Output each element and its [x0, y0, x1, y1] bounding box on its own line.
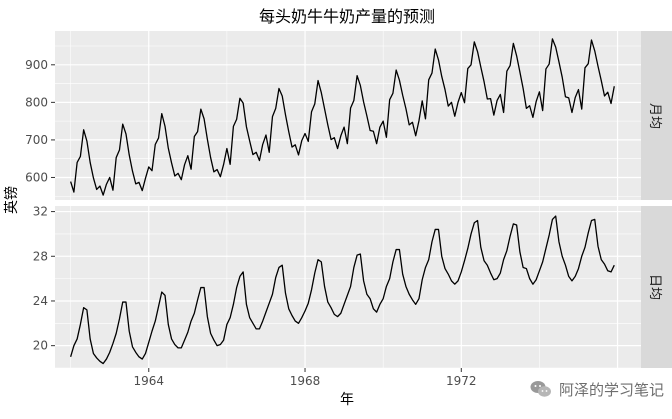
facet-strip-2 — [641, 206, 672, 368]
y-tick-label: 24 — [33, 294, 48, 308]
y-tick-label: 28 — [33, 249, 48, 263]
x-tick-label: 1972 — [446, 374, 477, 388]
chart-title: 每头奶牛牛奶产量的预测 — [259, 7, 435, 26]
axis-layer: 600 700 800 900 20 24 28 32 1964 1968 1972 — [25, 58, 476, 388]
x-tick-label: 1968 — [290, 374, 321, 388]
watermark-text: 阿泽的学习笔记 — [558, 380, 664, 399]
facet-strip-1 — [641, 31, 672, 200]
watermark: 阿泽的学习笔记 — [529, 377, 664, 401]
y-tick-label: 700 — [25, 133, 48, 147]
y-tick-label: 20 — [33, 339, 48, 353]
series-line-facet-1 — [70, 38, 615, 196]
y-axis-label: 英镑 — [3, 186, 20, 214]
facet-strip-label-1: 月均 — [647, 103, 662, 129]
facet-panel-2 — [55, 206, 641, 368]
x-axis-label: 年 — [340, 392, 354, 408]
line-layer — [70, 38, 615, 365]
facet-panel-1 — [55, 31, 641, 200]
series-line-facet-2 — [70, 215, 615, 365]
y-tick-label: 32 — [33, 205, 48, 219]
y-tick-label: 600 — [25, 170, 48, 184]
facet-strip-label-2: 日均 — [647, 274, 662, 300]
y-tick-label: 900 — [25, 58, 48, 72]
x-tick-label: 1964 — [133, 374, 164, 388]
y-tick-label: 800 — [25, 95, 48, 109]
wechat-icon — [530, 381, 551, 397]
